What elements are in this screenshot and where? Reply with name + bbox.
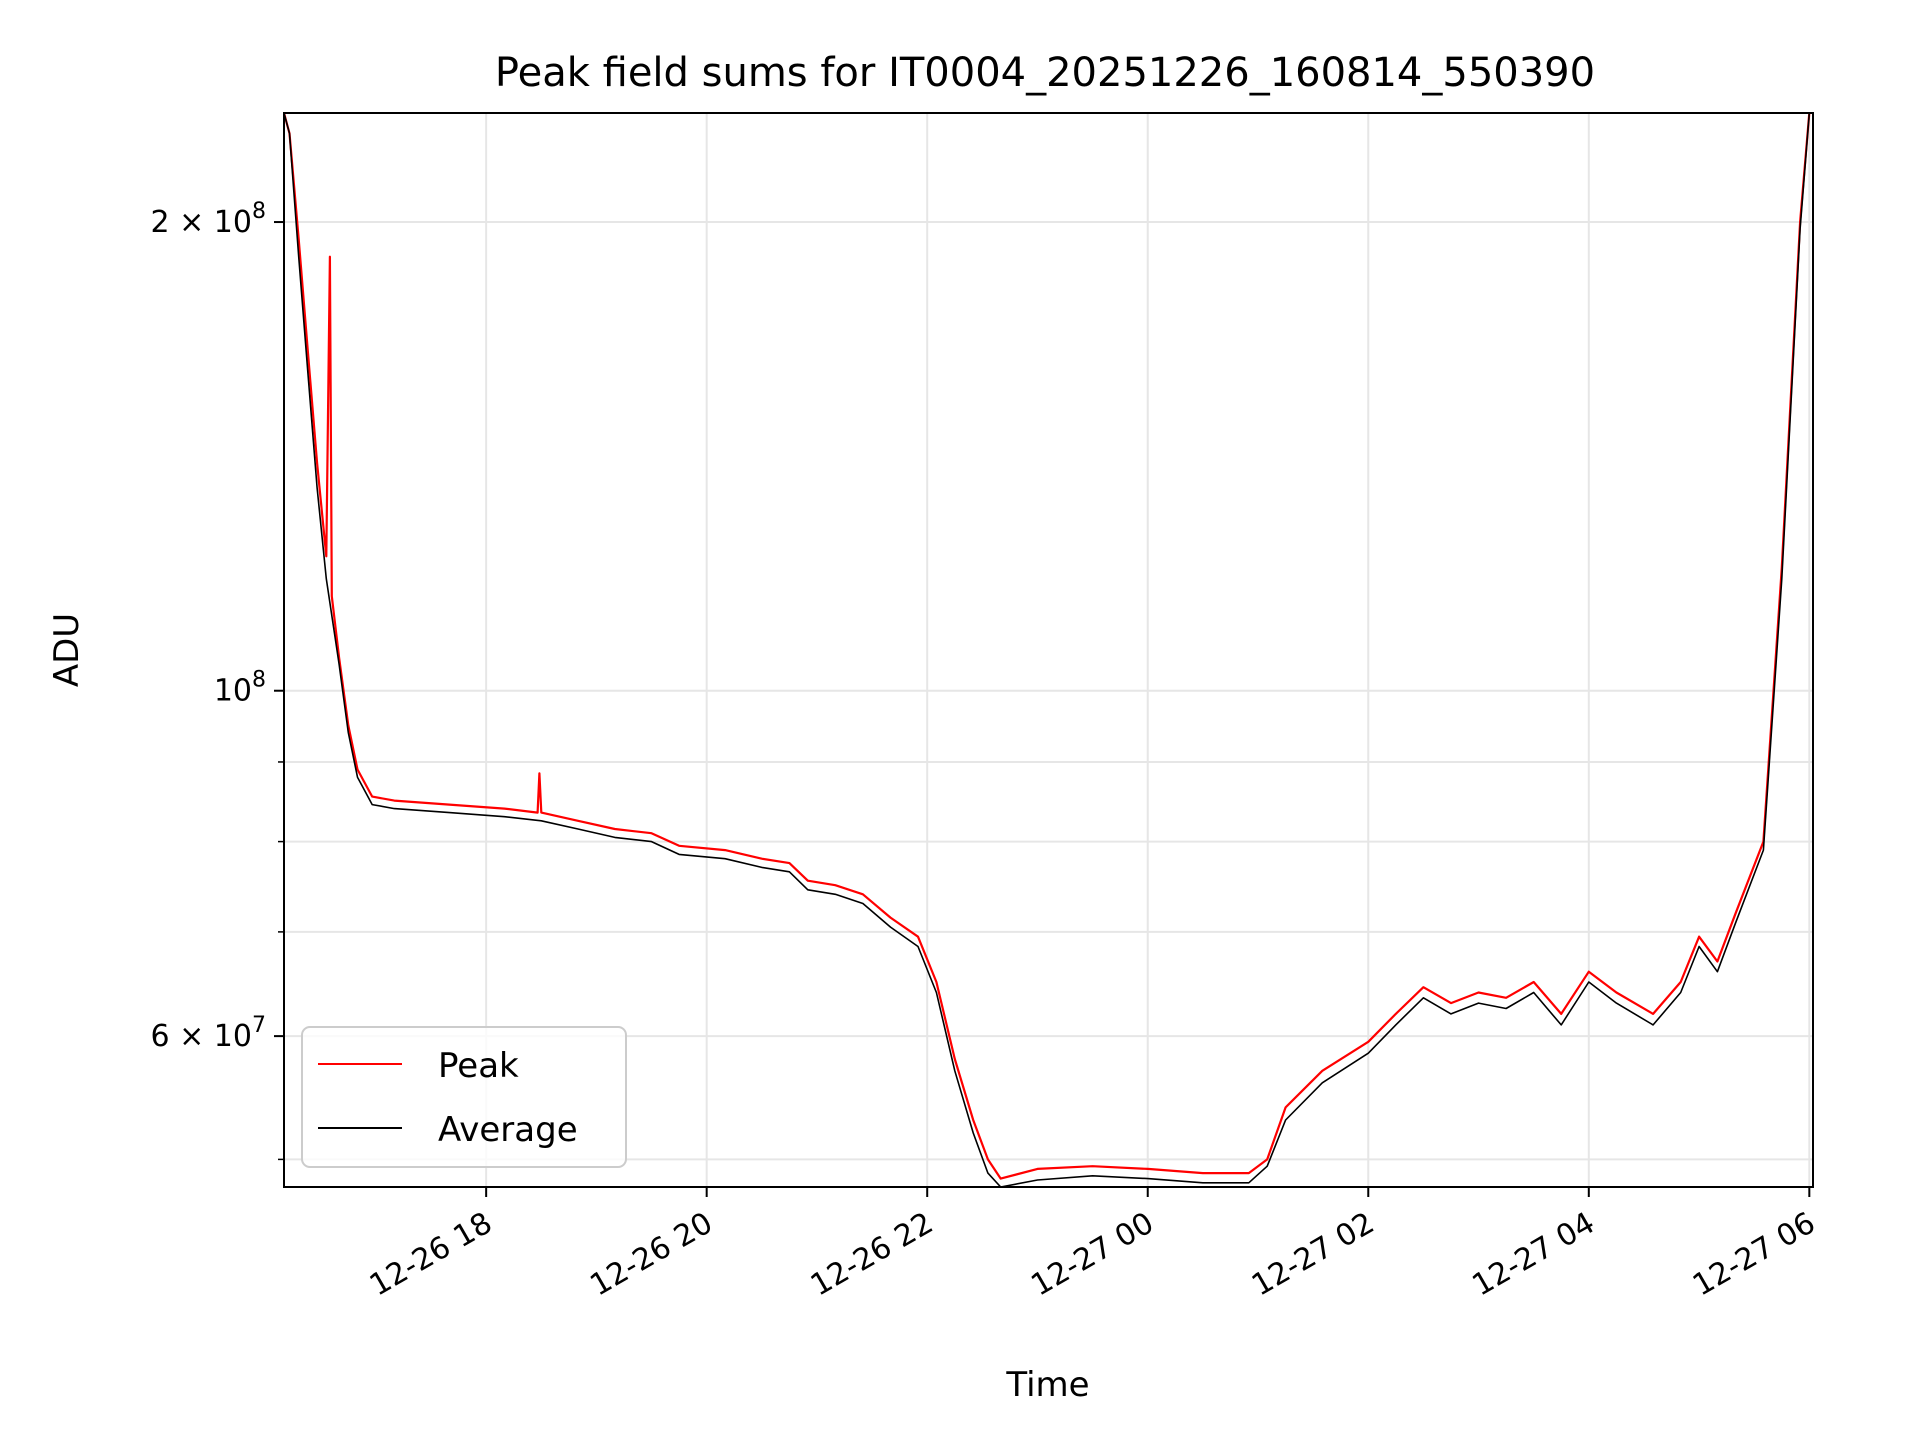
legend-label-average: Average: [438, 1110, 578, 1150]
chart-title: Peak field sums for IT0004_20251226_1608…: [495, 50, 1595, 96]
legend: Peak Average: [301, 1026, 627, 1168]
series-line-average: [284, 113, 1811, 1187]
y-tick-label: 6 × 107: [151, 1013, 266, 1054]
legend-box: [301, 1026, 627, 1168]
y-axis: 108 2 × 108 6 × 107: [151, 199, 284, 1161]
plot-frame: [283, 112, 1814, 1188]
x-axis-label: Time: [1005, 1365, 1089, 1405]
legend-label-peak: Peak: [438, 1046, 519, 1086]
y-axis-label: ADU: [47, 613, 87, 687]
series-group: [284, 113, 1811, 1187]
y-tick-label: 2 × 108: [151, 199, 266, 240]
series-line-peak: [284, 113, 1811, 1180]
y-tick-label: 108: [214, 668, 266, 709]
